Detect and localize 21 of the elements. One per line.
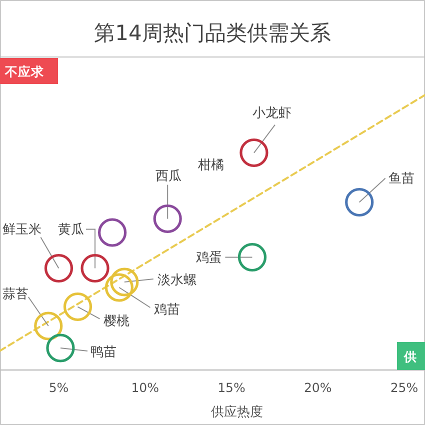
series-label: 鲜玉米 <box>2 222 42 237</box>
series-label: 黄瓜 <box>58 222 84 237</box>
series-label: 淡水螺 <box>157 272 196 288</box>
series-label: 小龙虾 <box>252 105 292 120</box>
x-tick-label: 20% <box>304 380 332 394</box>
x-tick-label: 5% <box>48 380 69 394</box>
series-label: 鱼苗 <box>388 170 414 186</box>
series-label: 鸡苗 <box>153 302 180 317</box>
chart-title: 第14周热门品类供需关系 <box>94 21 331 45</box>
series-label: 鸭苗 <box>90 344 116 360</box>
x-tick-label: 15% <box>218 380 246 394</box>
x-tick-label: 25% <box>390 380 418 394</box>
x-tick-label: 10% <box>131 380 160 394</box>
series-label: 蒜苔 <box>2 286 28 302</box>
annotation: 柑橘 <box>197 158 224 172</box>
text: 不应求 <box>4 64 45 78</box>
series-label: 樱桃 <box>104 313 130 328</box>
series-label: 西瓜 <box>156 168 182 184</box>
annotation: 供 <box>403 348 417 364</box>
x-axis-title: 供应热度 <box>211 404 263 420</box>
series-label: 鸡蛋 <box>195 250 222 265</box>
